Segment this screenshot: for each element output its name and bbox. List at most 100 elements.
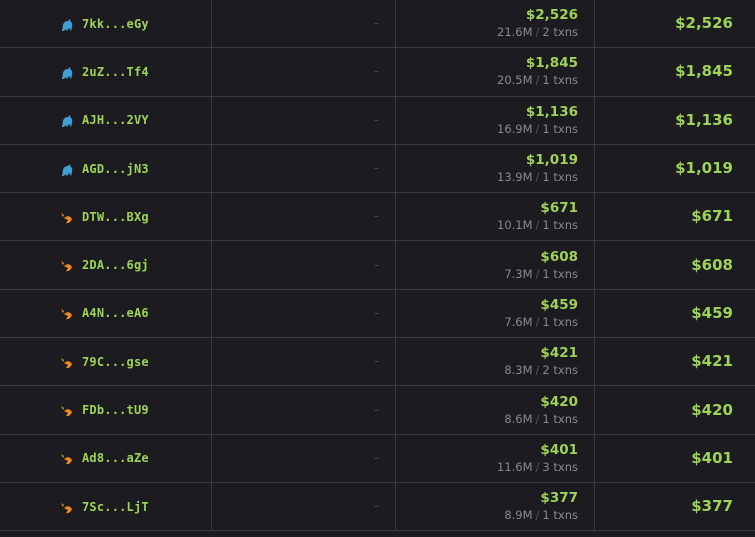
wallet-address-link[interactable]: A4N...eA6: [82, 306, 149, 321]
table-row[interactable]: FDb...tU9 – $420 8.6M/1 txns $420: [0, 386, 755, 435]
txn-count: 1 txns: [542, 73, 578, 88]
empty-cell: –: [212, 434, 396, 482]
volume-txns: 7.3M/1 txns: [504, 266, 578, 282]
txn-count: 1 txns: [542, 411, 578, 426]
volume-txns: 16.9M/1 txns: [497, 121, 578, 137]
wallet-cell: AJH...2VY: [0, 96, 212, 144]
table-row[interactable]: A4N...eA6 – $459 7.6M/1 txns $459: [0, 289, 755, 339]
table-row[interactable]: AJH...2VY – $1,136 16.9M/1 txns $1,136: [0, 96, 755, 145]
empty-cell: –: [212, 193, 396, 241]
token-volume: 20.5M: [497, 73, 533, 88]
amount-usd: $377: [540, 490, 578, 507]
total-usd: $2,526: [675, 14, 733, 33]
shrimp-icon: [60, 306, 74, 320]
empty-cell: –: [212, 0, 396, 48]
txn-count: 1 txns: [542, 314, 578, 329]
empty-cell: –: [212, 386, 396, 434]
separator: /: [535, 363, 540, 378]
wallet-address-link[interactable]: FDb...tU9: [82, 403, 149, 418]
txn-count: 2 txns: [542, 363, 578, 378]
total-usd: $1,136: [675, 110, 733, 129]
empty-cell: –: [212, 48, 396, 96]
table-row[interactable]: 2DA...6gj – $608 7.3M/1 txns $608: [0, 241, 755, 290]
total-usd: $459: [691, 303, 733, 322]
volume-txns: 8.9M/1 txns: [504, 507, 578, 523]
wallet-address-link[interactable]: AGD...jN3: [82, 161, 149, 176]
wallet-address-link[interactable]: AJH...2VY: [82, 113, 149, 128]
shrimp-icon: [60, 258, 74, 272]
placeholder-dash: –: [374, 307, 379, 319]
volume-txns: 10.1M/1 txns: [497, 217, 578, 233]
separator: /: [535, 459, 540, 474]
total-usd: $420: [691, 400, 733, 419]
table-row[interactable]: 7kk...eGy – $2,526 21.6M/2 txns $2,526: [0, 0, 755, 49]
table-row[interactable]: 2uZ...Tf4 – $1,845 20.5M/1 txns $1,845: [0, 48, 755, 97]
wallet-address-link[interactable]: DTW...BXg: [82, 209, 149, 224]
total-cell: $421: [595, 338, 755, 385]
bought-cell: $1,136 16.9M/1 txns: [396, 96, 595, 144]
total-cell: $401: [595, 435, 755, 482]
wallet-cell: 7Sc...LjT: [0, 482, 212, 531]
empty-cell: –: [212, 338, 396, 386]
total-usd: $421: [691, 352, 733, 371]
separator: /: [535, 411, 540, 426]
token-volume: 13.9M: [497, 170, 533, 185]
separator: /: [535, 218, 540, 233]
bought-cell: $671 10.1M/1 txns: [396, 193, 595, 241]
volume-txns: 8.6M/1 txns: [504, 411, 578, 427]
amount-usd: $1,845: [525, 55, 578, 72]
wallet-address-link[interactable]: Ad8...aZe: [82, 451, 149, 466]
wallet-cell: 2DA...6gj: [0, 241, 212, 289]
volume-txns: 21.6M/2 txns: [497, 24, 578, 40]
placeholder-dash: –: [374, 66, 379, 78]
token-volume: 10.1M: [497, 218, 533, 233]
placeholder-dash: –: [374, 211, 379, 223]
bought-cell: $420 8.6M/1 txns: [396, 386, 595, 434]
txn-count: 1 txns: [542, 218, 578, 233]
wallet-address-link[interactable]: 79C...gse: [82, 354, 149, 369]
separator: /: [535, 266, 540, 281]
token-volume: 11.6M: [497, 459, 533, 474]
separator: /: [535, 121, 540, 136]
shrimp-icon: [60, 355, 74, 369]
token-volume: 8.9M: [504, 508, 533, 523]
amount-usd: $671: [540, 200, 578, 217]
wallet-cell: 79C...gse: [0, 338, 212, 386]
bought-cell: $1,845 20.5M/1 txns: [396, 48, 595, 96]
total-cell: $377: [595, 483, 755, 530]
whale-icon: [60, 65, 74, 79]
placeholder-dash: –: [374, 18, 379, 30]
whale-icon: [60, 162, 74, 176]
wallet-address-link[interactable]: 2uZ...Tf4: [82, 64, 149, 79]
total-usd: $671: [691, 207, 733, 226]
empty-cell: –: [212, 482, 396, 531]
placeholder-dash: –: [374, 114, 379, 126]
wallet-address-link[interactable]: 2DA...6gj: [82, 258, 149, 273]
table-row[interactable]: 7Sc...LjT – $377 8.9M/1 txns $377: [0, 482, 755, 532]
table-row[interactable]: 79C...gse – $421 8.3M/2 txns $421: [0, 338, 755, 387]
table-row[interactable]: Ad8...aZe – $401 11.6M/3 txns $401: [0, 434, 755, 483]
table-row[interactable]: AGD...jN3 – $1,019 13.9M/1 txns $1,019: [0, 144, 755, 194]
total-usd: $608: [691, 255, 733, 274]
bought-cell: $401 11.6M/3 txns: [396, 434, 595, 482]
total-cell: $608: [595, 241, 755, 288]
token-volume: 7.6M: [504, 314, 533, 329]
total-cell: $420: [595, 386, 755, 433]
amount-usd: $401: [540, 441, 578, 458]
wallet-address-link[interactable]: 7Sc...LjT: [82, 499, 149, 514]
separator: /: [535, 73, 540, 88]
bought-cell: $1,019 13.9M/1 txns: [396, 144, 595, 193]
total-usd: $1,019: [675, 159, 733, 178]
amount-usd: $459: [540, 296, 578, 313]
table-row[interactable]: DTW...BXg – $671 10.1M/1 txns $671: [0, 193, 755, 242]
volume-txns: 8.3M/2 txns: [504, 362, 578, 378]
total-cell: $459: [595, 290, 755, 337]
wallet-address-link[interactable]: 7kk...eGy: [82, 16, 149, 31]
volume-txns: 13.9M/1 txns: [497, 169, 578, 185]
placeholder-dash: –: [374, 356, 379, 368]
total-usd: $401: [691, 448, 733, 467]
txn-count: 1 txns: [542, 266, 578, 281]
volume-txns: 7.6M/1 txns: [504, 314, 578, 330]
empty-cell: –: [212, 96, 396, 144]
txn-count: 2 txns: [542, 25, 578, 40]
